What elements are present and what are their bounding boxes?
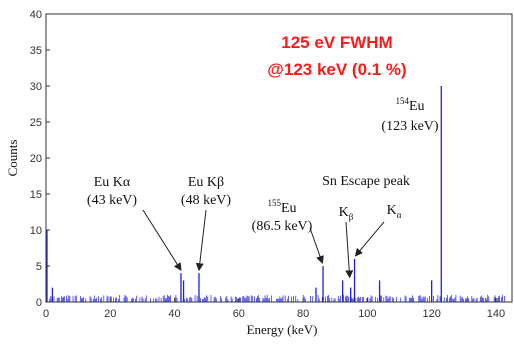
title-line: 125 eV FWHM bbox=[281, 33, 392, 52]
y-tick-label: 10 bbox=[30, 225, 42, 237]
title-line: @123 keV (0.1 %) bbox=[267, 60, 406, 79]
y-tick-label: 5 bbox=[36, 261, 42, 273]
annotation-arrow bbox=[345, 221, 354, 279]
annotation-text: Kβ bbox=[339, 205, 354, 222]
annotation-text: (43 keV) bbox=[87, 193, 137, 208]
x-tick-label: 80 bbox=[297, 308, 309, 320]
y-tick-label: 35 bbox=[30, 45, 42, 57]
annotation-eu-kb: Eu Kβ (48 keV) bbox=[181, 175, 231, 272]
x-tick-label: 60 bbox=[233, 308, 245, 320]
annotation-sn-ka: Kα bbox=[354, 203, 402, 257]
x-tick-label: 40 bbox=[168, 308, 180, 320]
annotation-arrow bbox=[309, 227, 324, 264]
annotation-text: Eu Kβ bbox=[188, 175, 224, 190]
annotation-text: 154Eu bbox=[395, 96, 424, 114]
annotation-arrow bbox=[142, 209, 182, 272]
annotation-text: Sn Escape peak bbox=[322, 174, 410, 189]
y-axis-label: Counts bbox=[5, 140, 20, 177]
x-tick-label: 100 bbox=[358, 308, 376, 320]
annotation-eu154: 154Eu (123 keV) bbox=[381, 96, 438, 134]
y-tick-label: 30 bbox=[30, 81, 42, 93]
annotation-text: 155Eu bbox=[267, 198, 296, 216]
annotation-eu155: 155Eu (86.5 keV) bbox=[252, 198, 324, 264]
y-tick-label: 0 bbox=[36, 297, 42, 309]
x-tick-label: 140 bbox=[487, 308, 505, 320]
axes-layer bbox=[45, 13, 513, 303]
annotation-text: Eu Kα bbox=[94, 175, 131, 190]
annotation-sn-kb: Kβ bbox=[339, 205, 354, 279]
chart-title: 125 eV FWHM @123 keV (0.1 %) bbox=[267, 33, 406, 79]
annotation-text: Kα bbox=[387, 203, 402, 220]
annotation-sn-escape: Sn Escape peak bbox=[322, 174, 410, 189]
annotation-text: (86.5 keV) bbox=[252, 219, 313, 234]
annotations-layer: Eu Kα (43 keV) Eu Kβ (48 keV) 155Eu (86.5 keV… bbox=[87, 96, 439, 279]
x-tick-label: 20 bbox=[104, 308, 116, 320]
y-tick-label: 15 bbox=[30, 189, 42, 201]
ticks-layer: 0 20 40 60 80 100 120 140 0 5 10 15 20 25 30 35 40 bbox=[30, 9, 505, 320]
annotation-eu-ka: Eu Kα (43 keV) bbox=[87, 175, 182, 272]
annotation-text: (123 keV) bbox=[381, 119, 438, 134]
y-tick-label: 20 bbox=[30, 153, 42, 165]
x-axis-label: Energy (keV) bbox=[247, 322, 318, 337]
x-tick-label: 0 bbox=[43, 308, 49, 320]
annotation-arrow bbox=[354, 221, 385, 257]
annotation-text: (48 keV) bbox=[181, 193, 231, 208]
plot-frame bbox=[45, 13, 513, 303]
x-tick-label: 120 bbox=[422, 308, 440, 320]
y-tick-label: 40 bbox=[30, 9, 42, 21]
y-tick-label: 25 bbox=[30, 117, 42, 129]
annotation-arrow bbox=[195, 209, 207, 272]
bars-layer bbox=[46, 86, 506, 302]
